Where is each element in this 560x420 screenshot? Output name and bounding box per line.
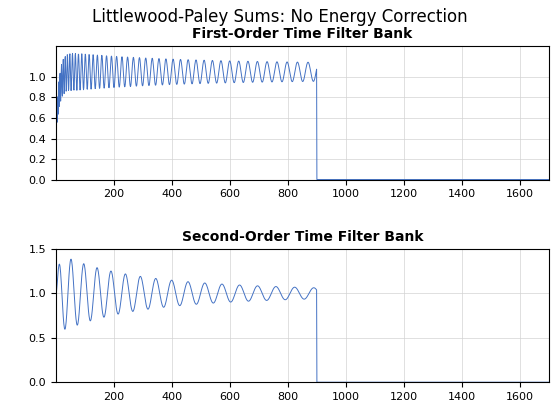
- Text: Littlewood-Paley Sums: No Energy Correction: Littlewood-Paley Sums: No Energy Correct…: [92, 8, 468, 26]
- Title: First-Order Time Filter Bank: First-Order Time Filter Bank: [192, 27, 413, 41]
- Title: Second-Order Time Filter Bank: Second-Order Time Filter Bank: [181, 230, 423, 244]
